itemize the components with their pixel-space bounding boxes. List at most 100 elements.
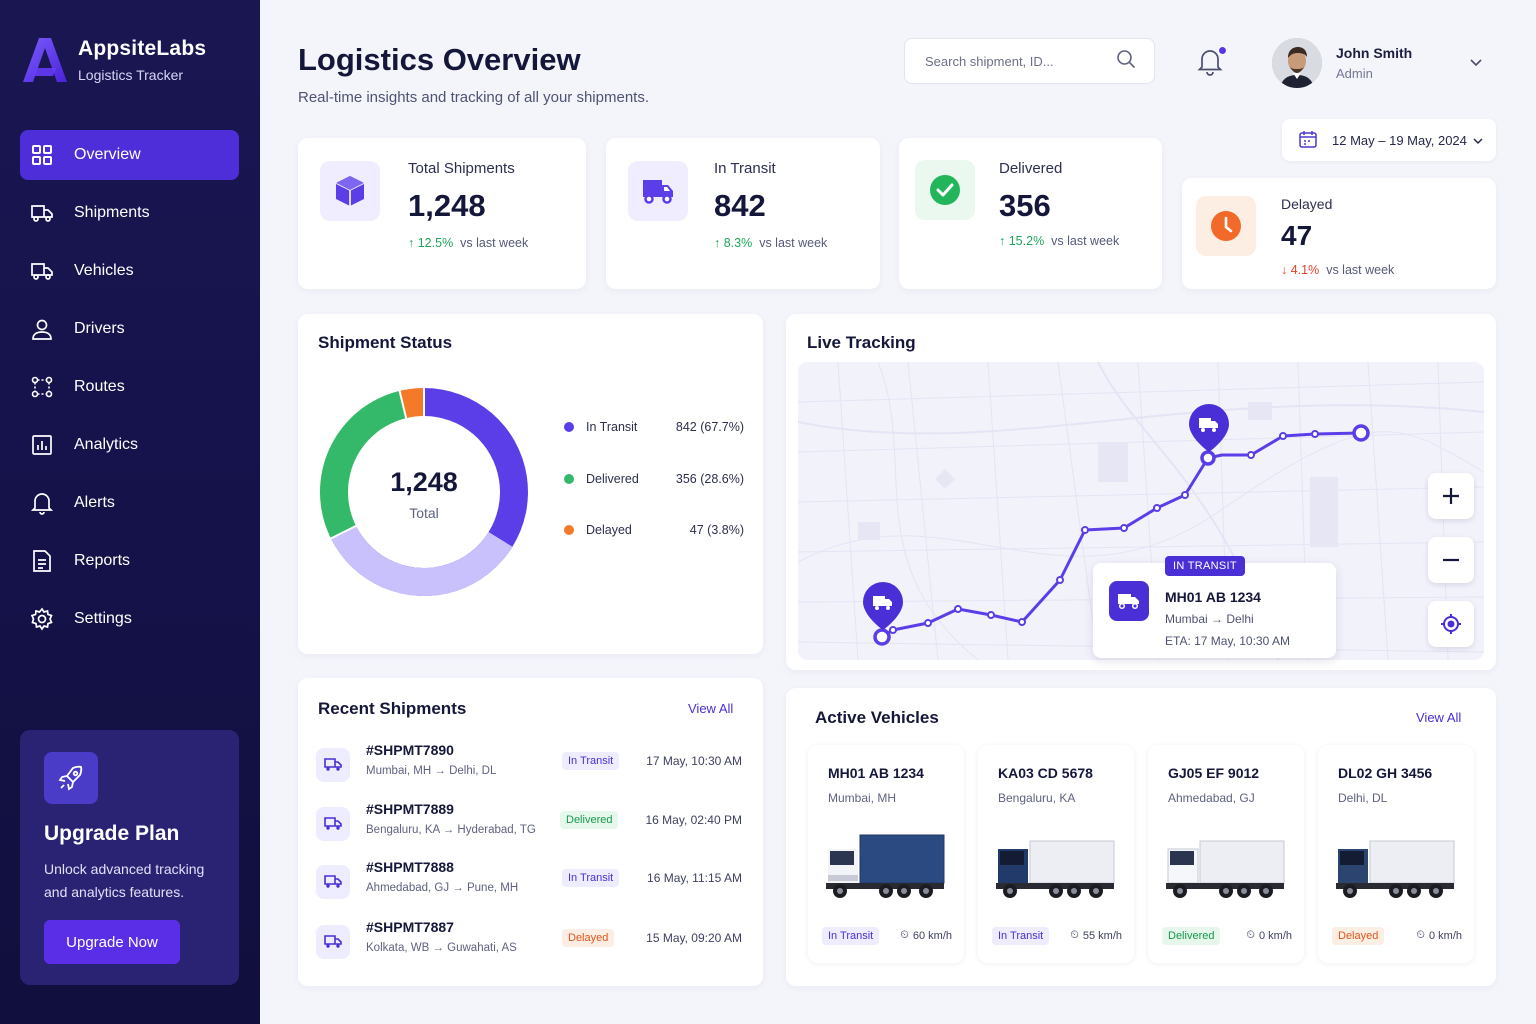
search-box	[904, 38, 1155, 84]
brand[interactable]: AppsiteLabs Logistics Tracker	[22, 36, 206, 84]
sidebar-item-label: Vehicles	[74, 262, 134, 279]
search-input[interactable]	[925, 53, 1116, 69]
shipment-route: Ahmedabad, GJ → Pune, MH	[366, 882, 519, 894]
vehicle-card[interactable]: KA03 CD 5678 Bengaluru, KA In Transit ⏲ 5…	[978, 745, 1134, 963]
sidebar-item-shipments[interactable]: Shipments	[20, 188, 239, 238]
vehicle-card[interactable]: MH01 AB 1234 Mumbai, MH In Transit ⏲ 60 k…	[808, 745, 964, 963]
minus-icon	[1443, 558, 1459, 562]
truck-icon	[316, 925, 350, 959]
vehicle-plate: MH01 AB 1234	[828, 765, 924, 781]
arrow-up-icon: ↑	[408, 236, 418, 250]
sidebar-item-label: Routes	[74, 378, 125, 395]
map-pin-origin[interactable]	[861, 580, 905, 632]
sidebar-item-routes[interactable]: Routes	[20, 362, 239, 412]
sidebar-item-label: Overview	[74, 146, 141, 163]
sidebar-item-analytics[interactable]: Analytics	[20, 420, 239, 470]
sidebar-item-alerts[interactable]: Alerts	[20, 478, 239, 528]
status-badge: IN TRANSIT	[1165, 556, 1245, 576]
search-icon[interactable]	[1116, 49, 1136, 74]
date-range-picker[interactable]: 12 May – 19 May, 2024	[1282, 119, 1496, 161]
zoom-out-button[interactable]	[1428, 537, 1474, 583]
legend-value: 356 (28.6%)	[675, 472, 744, 486]
section-title: Shipment Status	[318, 333, 453, 352]
vehicle-card[interactable]: DL02 GH 3456 Delhi, DL Delayed ⏲ 0 km/h	[1318, 745, 1474, 963]
page-title: Logistics Overview	[298, 42, 581, 77]
shipment-id: #SHPMT7890	[366, 742, 454, 758]
chevron-down-icon[interactable]	[1470, 54, 1482, 72]
shipment-id: #SHPMT7889	[366, 801, 454, 817]
stat-label: Total Shipments	[408, 160, 515, 177]
upgrade-text: Unlock advanced tracking and analytics f…	[44, 861, 205, 900]
donut-total-label: Total	[409, 505, 439, 521]
legend-value: 47 (3.8%)	[689, 523, 744, 537]
legend-item-delivered: Delivered 356 (28.6%)	[564, 472, 744, 486]
status-badge: In Transit	[992, 927, 1050, 945]
truck-image	[1166, 840, 1285, 898]
stat-change: ↓ 4.1% vs last week	[1281, 263, 1395, 277]
list-item[interactable]: #SHPMT7887 Kolkata, WB → Guwahati, AS De…	[316, 919, 742, 969]
logo-icon	[23, 38, 67, 82]
speedometer-icon: ⏲	[900, 929, 909, 941]
shipment-time: 17 May, 10:30 AM	[646, 754, 742, 768]
stat-card-delayed: Delayed 47 ↓ 4.1% vs last week	[1182, 178, 1496, 289]
donut-slice-highlight	[330, 525, 513, 596]
brand-subtitle: Logistics Tracker	[78, 67, 184, 83]
truck-icon	[30, 201, 54, 225]
status-badge: Delayed	[562, 929, 615, 947]
sidebar-item-label: Alerts	[74, 494, 115, 511]
view-all-vehicles-link[interactable]: View All	[1416, 710, 1462, 725]
user-name: John Smith	[1336, 45, 1413, 61]
list-item[interactable]: #SHPMT7890 Mumbai, MH → Delhi, DL In Tra…	[316, 742, 742, 792]
sidebar-item-reports[interactable]: Reports	[20, 536, 239, 586]
vehicle-speed: ⏲ 55 km/h	[1070, 929, 1122, 942]
analytics-icon	[30, 433, 54, 457]
locate-button[interactable]	[1428, 601, 1474, 647]
donut-slice-delivered	[320, 390, 407, 539]
stat-card-delivered: Delivered 356 ↑ 15.2% vs last week	[899, 138, 1162, 289]
view-all-shipments-link[interactable]: View All	[688, 701, 734, 716]
vehicle-card[interactable]: GJ05 EF 9012 Ahmedabad, GJ Delivered ⏲ 0 …	[1148, 745, 1304, 963]
status-badge: Delivered	[1162, 927, 1221, 945]
clock-icon	[1196, 196, 1256, 256]
sidebar-item-label: Analytics	[74, 436, 139, 453]
stat-card-in-transit: In Transit 842 ↑ 8.3% vs last week	[606, 138, 880, 289]
sidebar-item-vehicles[interactable]: Vehicles	[20, 246, 239, 296]
list-item[interactable]: #SHPMT7889 Bengaluru, KA → Hyderabad, TG…	[316, 801, 742, 851]
upgrade-title: Upgrade Plan	[44, 822, 180, 845]
stat-value: 1,248	[408, 188, 486, 223]
bell-icon	[30, 491, 54, 515]
document-icon	[30, 549, 54, 573]
chevron-down-icon	[1473, 133, 1483, 148]
zoom-in-button[interactable]	[1428, 473, 1474, 519]
grid-icon	[30, 143, 54, 167]
user-menu[interactable]: John Smith Admin	[1272, 38, 1488, 88]
shipment-id: #SHPMT7888	[366, 859, 454, 875]
vehicle-speed: ⏲ 0 km/h	[1416, 929, 1462, 942]
truck-icon	[30, 259, 54, 283]
vehicle-plate: KA03 CD 5678	[998, 765, 1093, 781]
truck-icon	[628, 161, 688, 221]
tracking-info-card[interactable]: IN TRANSIT MH01 AB 1234 Mumbai → Delhi E…	[1093, 556, 1336, 658]
stat-value: 356	[999, 188, 1051, 223]
map-pin-vehicle[interactable]	[1187, 402, 1231, 454]
upgrade-now-button[interactable]: Upgrade Now	[44, 920, 180, 964]
vehicle-location: Delhi, DL	[1338, 791, 1388, 805]
sidebar-item-overview[interactable]: Overview	[20, 130, 239, 180]
section-title: Recent Shipments	[318, 699, 467, 718]
donut-slice-delayed	[399, 388, 424, 419]
list-item[interactable]: #SHPMT7888 Ahmedabad, GJ → Pune, MH In T…	[316, 859, 742, 909]
vehicle-route: Mumbai → Delhi	[1165, 612, 1254, 626]
arrow-down-icon: ↓	[1281, 263, 1291, 277]
vehicle-plate: MH01 AB 1234	[1165, 589, 1261, 605]
rocket-icon	[44, 752, 98, 804]
shipment-status-card: Shipment Status 1,248 Total In Transit 8…	[298, 314, 763, 654]
sidebar-item-drivers[interactable]: Drivers	[20, 304, 239, 354]
notifications-button[interactable]	[1196, 46, 1227, 78]
sidebar-item-settings[interactable]: Settings	[20, 594, 239, 644]
sidebar-item-label: Shipments	[74, 204, 150, 221]
status-badge: Delayed	[1332, 927, 1385, 945]
truck-image	[826, 834, 945, 898]
speedometer-icon: ⏲	[1070, 929, 1079, 941]
page-subtitle: Real-time insights and tracking of all y…	[298, 89, 649, 106]
legend-value: 842 (67.7%)	[675, 420, 744, 434]
